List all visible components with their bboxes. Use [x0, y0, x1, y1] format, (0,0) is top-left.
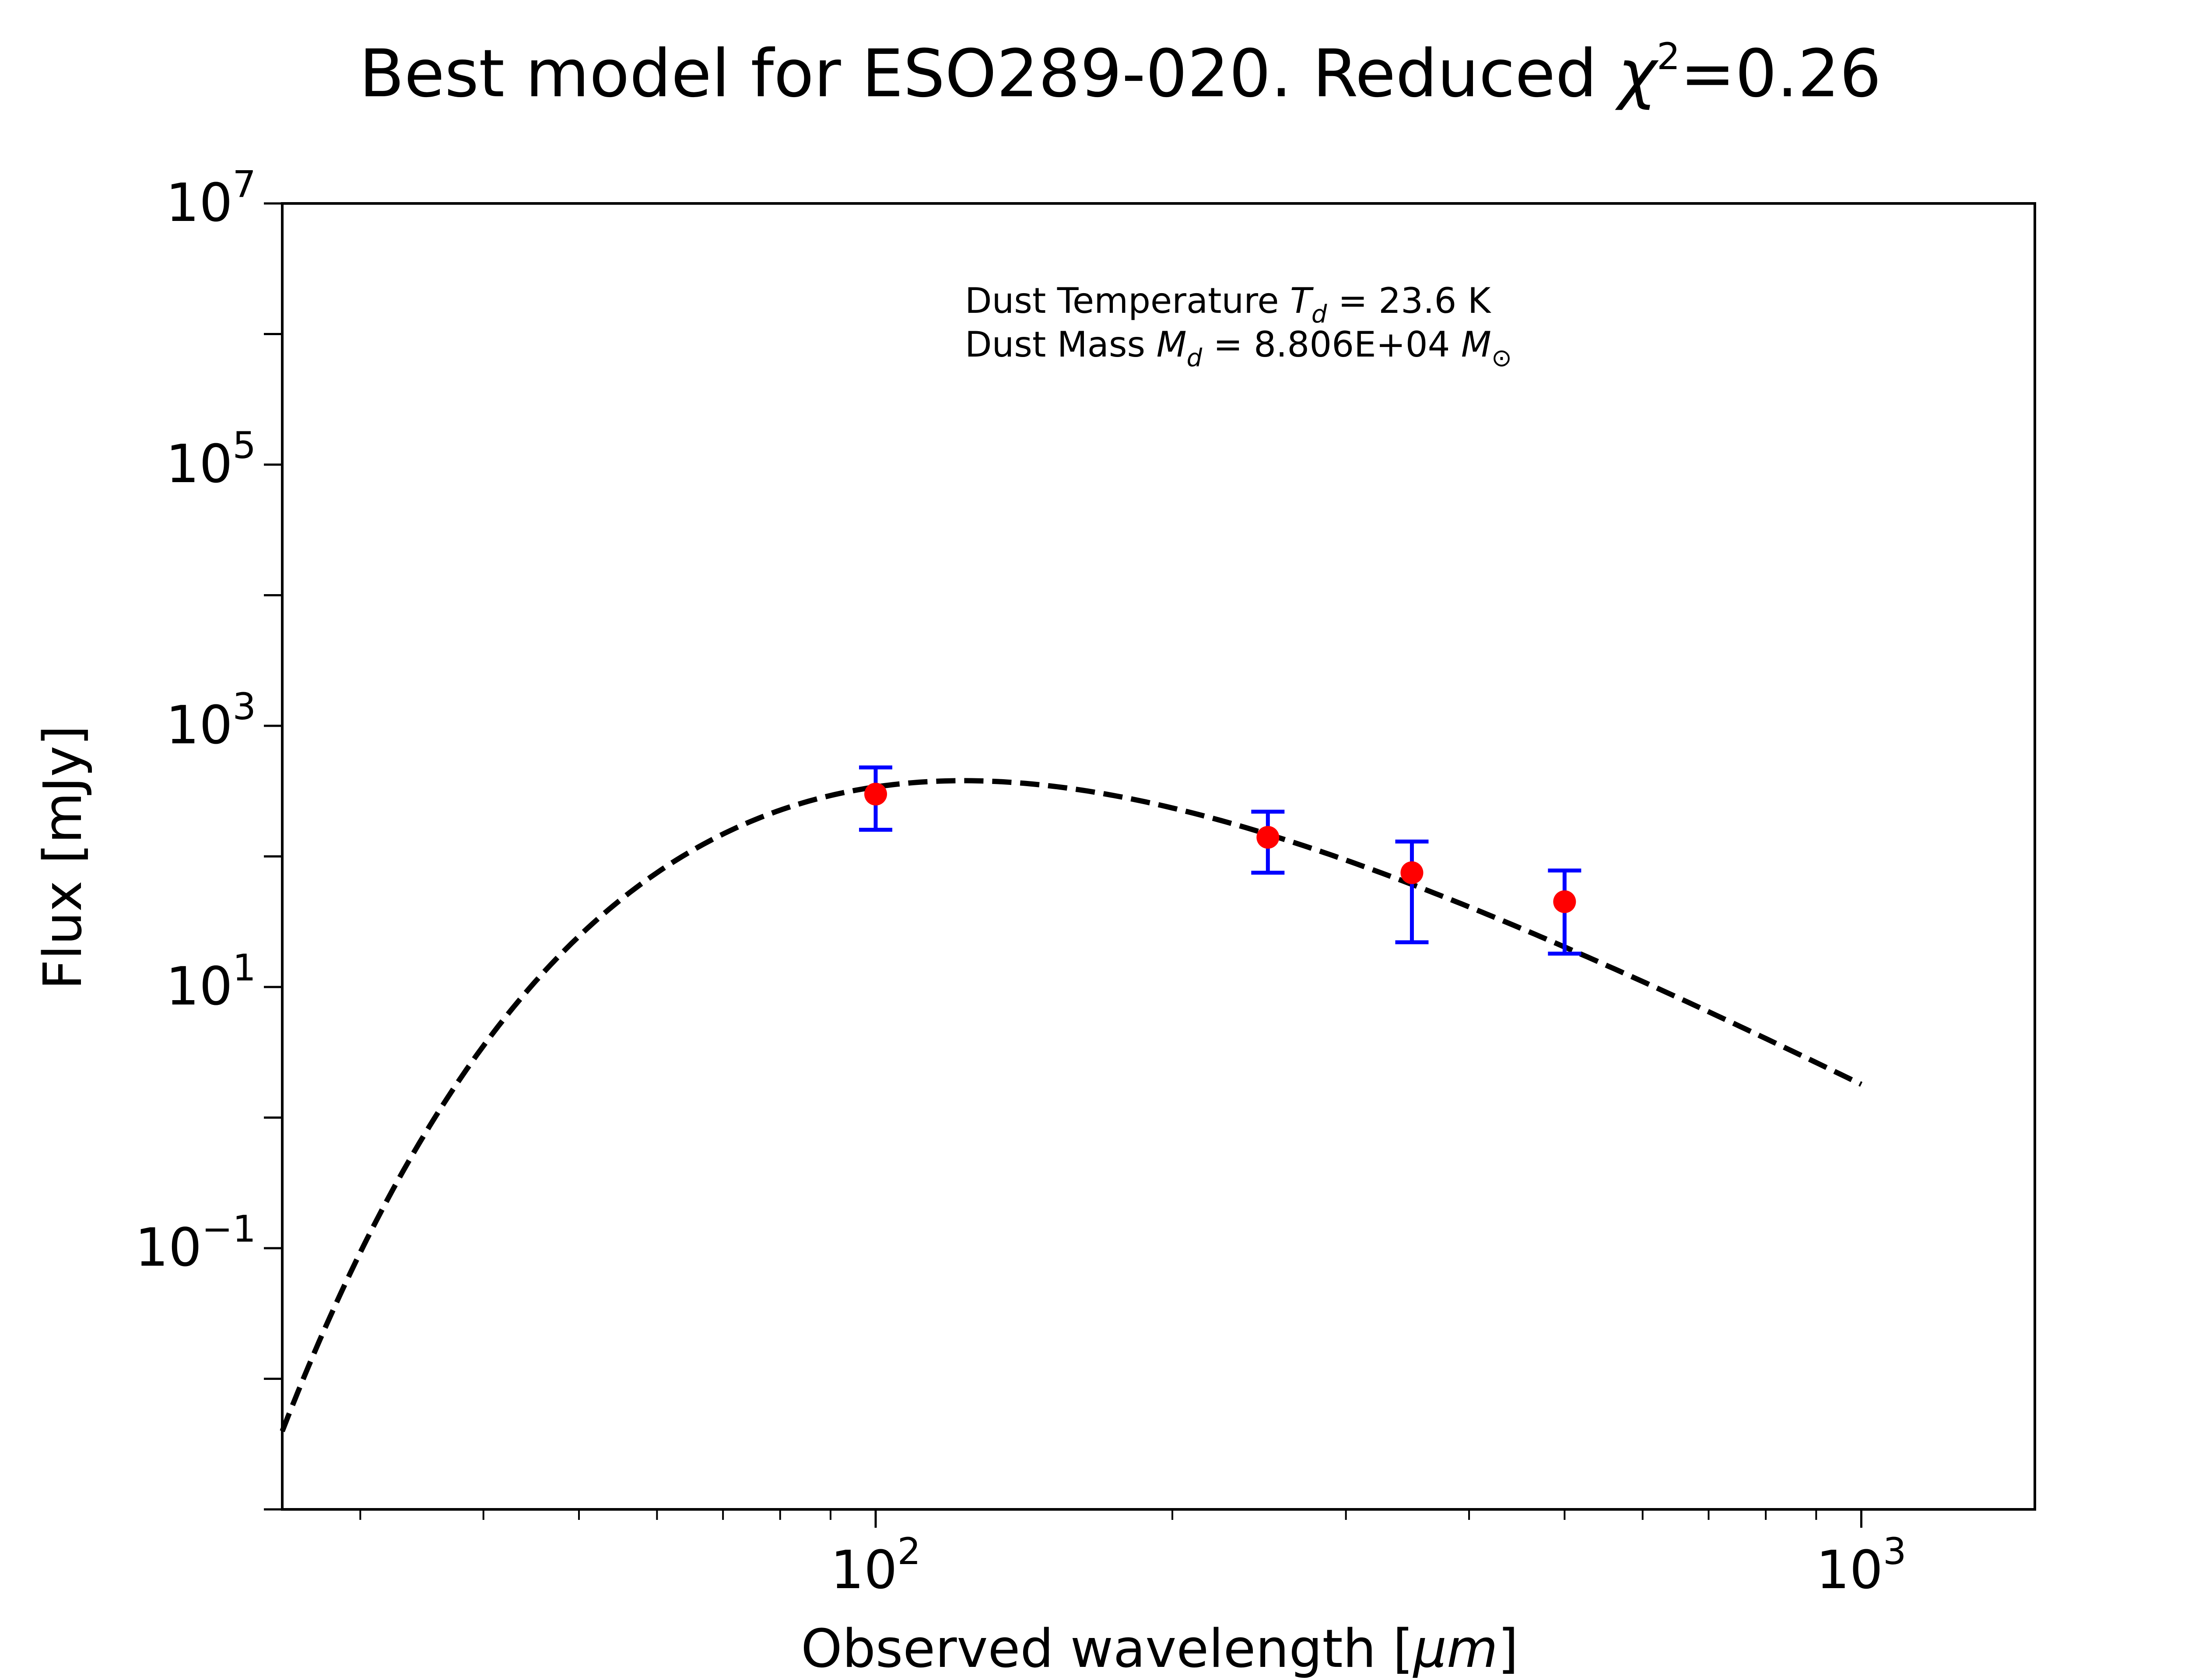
- y-tick-label: 10−1: [135, 1208, 256, 1278]
- observations-group: [859, 765, 1581, 956]
- model-curve-group: [280, 778, 1863, 1432]
- data-point: [1400, 861, 1424, 884]
- x-tick-label: 103: [1816, 1530, 1906, 1601]
- plot-area: [281, 202, 2036, 1511]
- y-axis-title: Flux [mJy]: [33, 725, 94, 990]
- data-point: [864, 783, 887, 806]
- x-axis-title: Observed wavelength [μm]: [801, 1619, 1518, 1680]
- model-curve: [280, 778, 1863, 1432]
- y-tick-label: 107: [166, 163, 256, 234]
- annotation-dust-mass: Dust Mass Md = 8.806E+04 M⊙: [965, 324, 1512, 372]
- chart-title: Best model for ESO289-020. Reduced χ2=0.…: [359, 35, 1881, 112]
- data-point: [1553, 890, 1576, 914]
- annotation-dust-temperature: Dust Temperature Td = 23.6 K: [965, 280, 1492, 329]
- y-axis-ticks: 107 105 103 101 10−1: [135, 163, 282, 1511]
- y-tick-label: 105: [166, 424, 256, 495]
- data-point: [1256, 826, 1280, 849]
- x-tick-label: 102: [831, 1530, 921, 1601]
- y-tick-label: 103: [166, 685, 256, 756]
- y-tick-label: 101: [166, 946, 256, 1017]
- x-axis-ticks: 102 103: [359, 1509, 1906, 1601]
